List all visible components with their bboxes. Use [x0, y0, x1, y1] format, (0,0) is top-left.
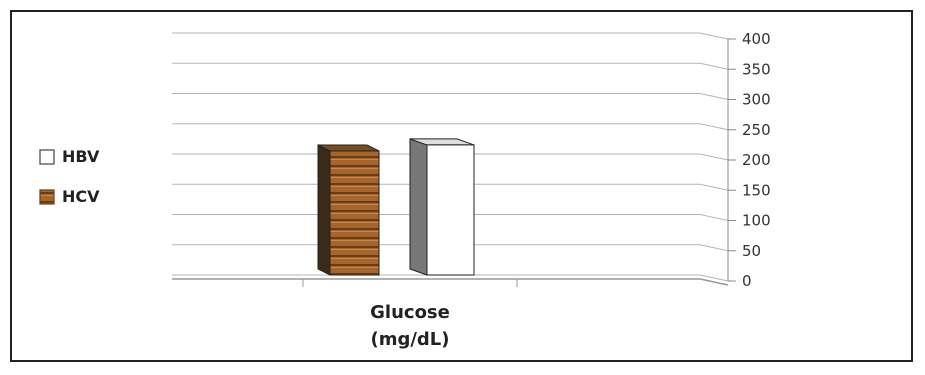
- legend-label-hbv: HBV: [62, 147, 100, 166]
- y-tick-label: 150: [742, 181, 771, 199]
- gridline: [172, 93, 729, 100]
- bar-hcv-glucose: [317, 144, 380, 276]
- legend-swatch-hcv: [39, 189, 55, 205]
- y-tick-label: 200: [742, 151, 771, 169]
- gridline: [172, 32, 729, 40]
- legend-swatch-hbv: [39, 149, 55, 165]
- y-tick-label: 50: [742, 242, 761, 260]
- y-tick-label: 250: [742, 121, 771, 139]
- x-axis-labels: Glucose (mg/dL): [370, 302, 450, 350]
- y-tick-label: 300: [742, 91, 771, 109]
- x-category-label: Glucose: [370, 302, 450, 323]
- bar-hbv-glucose: [409, 138, 475, 276]
- gridline: [172, 274, 729, 282]
- legend-label-hcv: HCV: [62, 187, 100, 206]
- y-tick-label: 400: [742, 30, 771, 48]
- legend: HBV HCV: [39, 147, 100, 206]
- x-axis-line: [172, 278, 729, 286]
- y-tick-label: 0: [742, 272, 752, 290]
- y-tick-label: 350: [742, 60, 771, 78]
- x-category-label: (mg/dL): [370, 329, 449, 350]
- y-axis: 0 50 100 150 200 250 300 350 400: [172, 30, 771, 290]
- gridline: [172, 123, 729, 131]
- y-tick-label: 100: [742, 212, 771, 230]
- bars: [317, 138, 475, 276]
- gridline: [172, 62, 729, 70]
